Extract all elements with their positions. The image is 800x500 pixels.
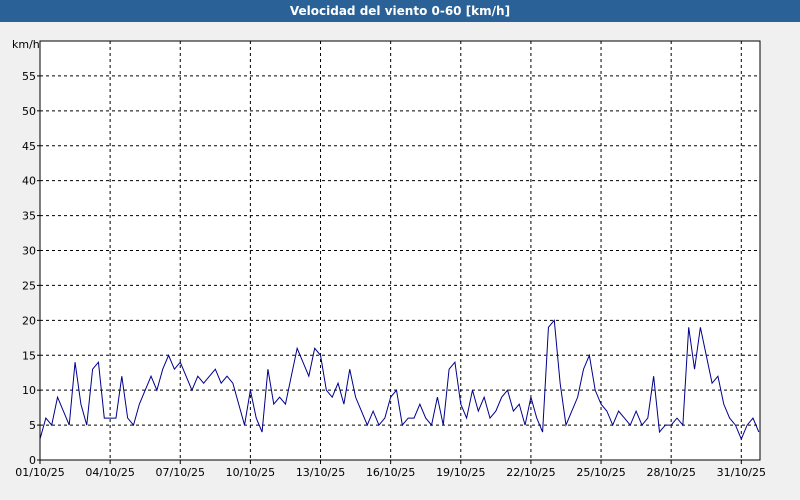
y-tick-label: 45 — [22, 140, 36, 153]
y-tick-label: 10 — [22, 384, 36, 397]
x-tick-label: 04/10/25 — [85, 466, 134, 479]
y-tick-label: 25 — [22, 279, 36, 292]
y-tick-label: 55 — [22, 70, 36, 83]
y-tick-label: 30 — [22, 245, 36, 258]
x-tick-label: 22/10/25 — [506, 466, 555, 479]
y-tick-label: 35 — [22, 210, 36, 223]
x-tick-label: 19/10/25 — [436, 466, 485, 479]
title-bar: Velocidad del viento 0-60 [km/h] — [0, 0, 800, 22]
y-tick-label: 40 — [22, 175, 36, 188]
x-tick-label: 01/10/25 — [15, 466, 64, 479]
chart: km/h 0 5 10 15 20 25 30 35 40 45 50 55 01/10/25 04/10… — [12, 38, 766, 479]
y-tick-label: 15 — [22, 349, 36, 362]
data-line — [39, 319, 760, 441]
y-tick-label: 50 — [22, 105, 36, 118]
x-tick-label: 10/10/25 — [226, 466, 275, 479]
x-tick-label: 07/10/25 — [156, 466, 205, 479]
x-tick-label: 16/10/25 — [366, 466, 415, 479]
plot-border — [39, 40, 761, 461]
x-tick-label: 31/10/25 — [717, 466, 766, 479]
y-tick-label: 5 — [29, 419, 36, 432]
y-tick-label: 20 — [22, 314, 36, 327]
x-tick-label: 28/10/25 — [646, 466, 695, 479]
y-axis-label: km/h — [12, 38, 40, 51]
x-tick-label: 13/10/25 — [296, 466, 345, 479]
y-tick-label: 0 — [29, 454, 36, 467]
x-tick-label: 25/10/25 — [576, 466, 625, 479]
